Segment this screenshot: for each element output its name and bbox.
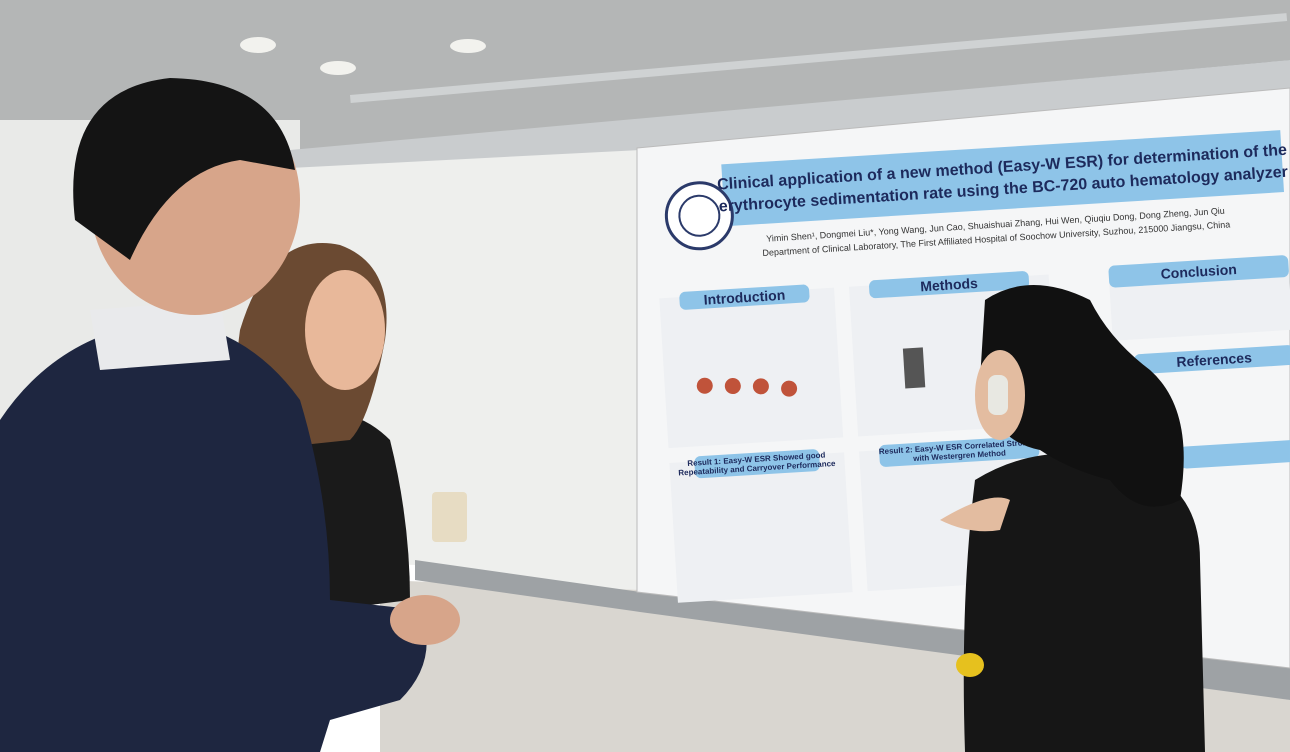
section-header: Methods [920, 275, 979, 294]
title-band [721, 130, 1285, 227]
bracelet [956, 653, 984, 677]
collar [90, 300, 230, 370]
header-band [1134, 345, 1290, 375]
cup [432, 492, 467, 542]
panel-top [290, 60, 1290, 168]
lamp [450, 39, 486, 53]
person-left [0, 320, 427, 752]
header-band [1179, 439, 1290, 469]
hair [980, 285, 1184, 507]
hand [940, 497, 1010, 532]
lamp [240, 37, 276, 53]
hair [73, 78, 295, 260]
mask [988, 375, 1008, 415]
header-band [694, 449, 820, 479]
lamp [320, 61, 356, 75]
figure [696, 377, 713, 394]
result1-box [669, 452, 853, 603]
face [305, 270, 385, 390]
figure [752, 378, 769, 395]
section-header: Introduction [703, 287, 785, 308]
hand [390, 595, 460, 645]
figure [781, 380, 798, 397]
header-band [1108, 255, 1289, 288]
duct [350, 13, 1288, 103]
person-right [963, 453, 1205, 752]
intro-box [659, 287, 844, 449]
figure [724, 378, 741, 395]
analyzer-figure [902, 347, 926, 389]
logo-ring [678, 194, 721, 237]
section-header: References [1176, 349, 1253, 370]
section-header: Conclusion [1160, 261, 1237, 282]
header-band [879, 435, 1040, 467]
logo [664, 181, 734, 251]
header-band [679, 284, 810, 310]
header-band [868, 271, 1030, 299]
